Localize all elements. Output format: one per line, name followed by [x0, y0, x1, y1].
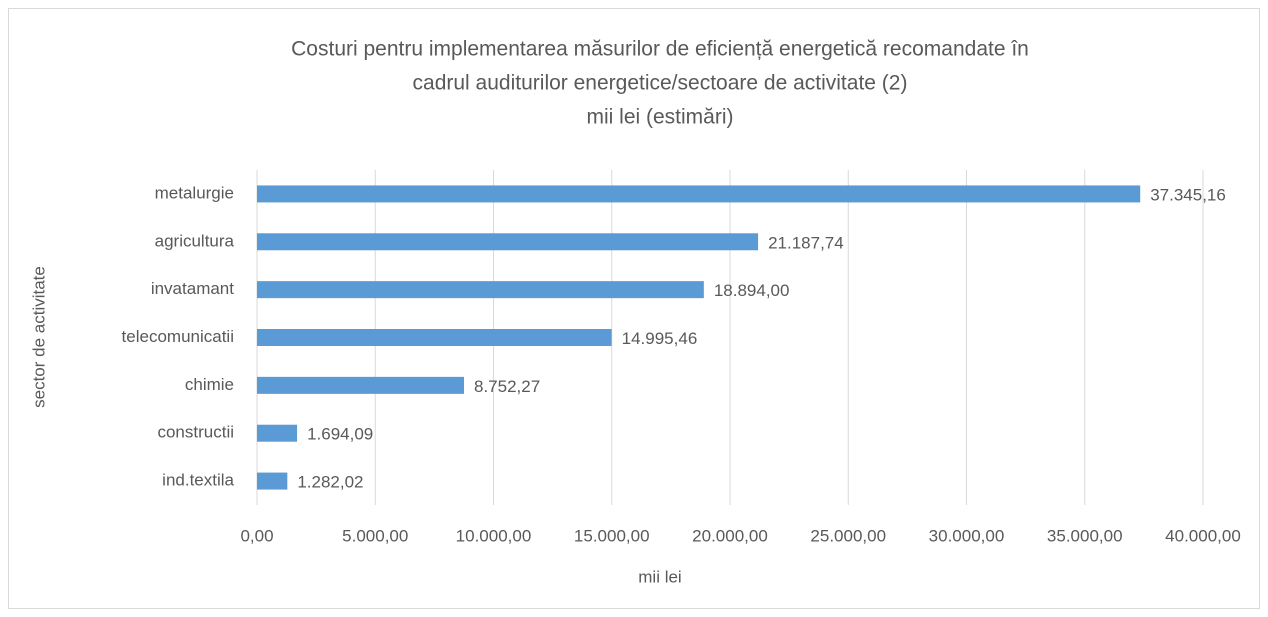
bar: [257, 233, 759, 251]
x-tick-label: 25.000,00: [810, 526, 886, 545]
value-label: 37.345,16: [1150, 185, 1226, 204]
value-label: 14.995,46: [622, 329, 698, 348]
chart-title: Costuri pentru implementarea măsurilor d…: [291, 38, 1029, 61]
value-label: 21.187,74: [768, 233, 844, 252]
y-tick-label: chimie: [185, 375, 234, 394]
bar: [257, 376, 464, 394]
chart-border: [8, 8, 1260, 609]
y-axis-label: sector de activitate: [29, 266, 48, 408]
x-tick-label: 0,00: [240, 526, 273, 545]
bar: [257, 329, 612, 346]
x-tick-label: 30.000,00: [929, 526, 1005, 545]
x-tick-label: 20.000,00: [692, 526, 768, 545]
y-tick-label: invatamant: [151, 279, 234, 298]
chart-title: mii lei (estimări): [587, 106, 734, 129]
value-label: 1.694,09: [307, 425, 373, 444]
y-tick-label: agricultura: [155, 231, 235, 250]
x-tick-label: 15.000,00: [574, 526, 650, 545]
x-tick-label: 10.000,00: [456, 526, 532, 545]
bar: [257, 281, 704, 299]
y-tick-label: metalurgie: [155, 183, 234, 202]
bar: [257, 472, 288, 490]
value-label: 1.282,02: [297, 473, 363, 492]
value-label: 18.894,00: [714, 281, 790, 300]
value-label: 8.752,27: [474, 377, 540, 396]
y-tick-label: constructii: [157, 423, 234, 442]
x-tick-label: 5.000,00: [342, 526, 408, 545]
y-tick-label: ind.textila: [162, 471, 234, 490]
x-tick-label: 40.000,00: [1165, 526, 1241, 545]
bar: [257, 185, 1141, 203]
x-tick-label: 35.000,00: [1047, 526, 1123, 545]
x-axis-label: mii lei: [638, 567, 681, 586]
chart-title: cadrul auditurilor energetice/sectoare d…: [413, 72, 908, 95]
bar: [257, 424, 298, 442]
y-tick-label: telecomunicatii: [122, 327, 234, 346]
